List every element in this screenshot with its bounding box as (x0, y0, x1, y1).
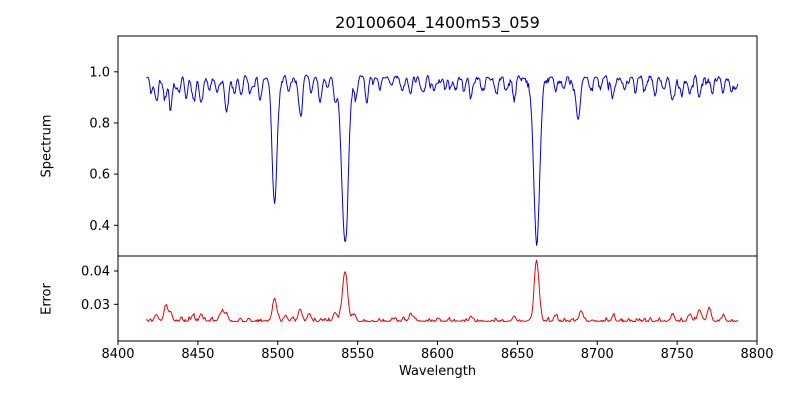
y-tick-label: 0.4 (89, 219, 110, 234)
x-axis-label: Wavelength (398, 364, 477, 379)
y-tick-label: 0.6 (89, 168, 110, 183)
panel-border-spectrum (117, 35, 758, 257)
x-tick-label: 8800 (740, 347, 773, 362)
x-tick-label: 8650 (501, 347, 534, 362)
panel-border-error (117, 255, 758, 342)
x-tick-label: 8500 (261, 347, 294, 362)
x-tick-label: 8400 (101, 347, 134, 362)
x-tick-label: 8750 (661, 347, 694, 362)
chart-title: 20100604_1400m53_059 (335, 13, 540, 32)
error-line (146, 259, 739, 323)
spectrum-line (146, 74, 739, 246)
x-tick-label: 8600 (421, 347, 454, 362)
x-tick-label: 8550 (341, 347, 374, 362)
y-tick-label: 0.03 (81, 298, 110, 313)
x-tick-label: 8700 (581, 347, 614, 362)
x-tick-label: 8450 (181, 347, 214, 362)
y-tick-label: 0.04 (81, 265, 110, 280)
y-tick-label: 0.8 (89, 117, 110, 132)
y-tick-label: 1.0 (89, 65, 110, 80)
